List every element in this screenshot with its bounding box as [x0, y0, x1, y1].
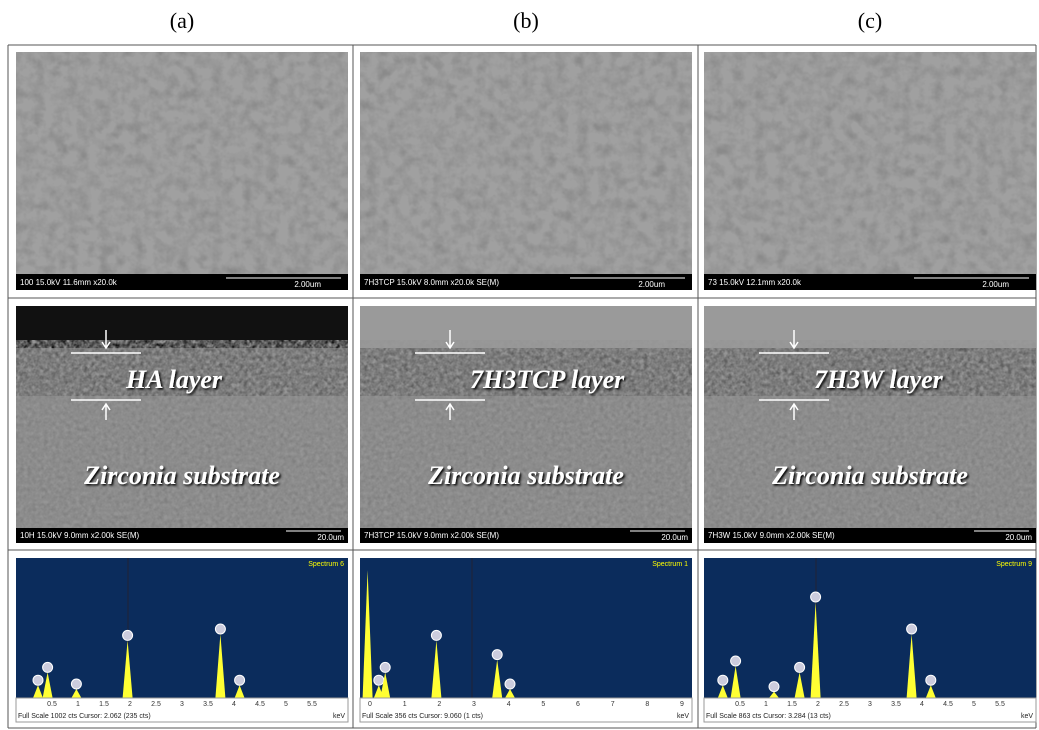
x-tick-label: 0	[368, 701, 372, 708]
spectrum-title: Spectrum 6	[308, 561, 344, 568]
x-tick-label: 2	[128, 701, 132, 708]
layer-label: HA layer	[125, 365, 223, 394]
scale-text: 2.00um	[638, 280, 665, 289]
x-tick-label: 4	[920, 701, 924, 708]
x-tick-label: 5	[541, 701, 545, 708]
peak-marker	[71, 679, 81, 689]
info-text: 73 15.0kV 12.1mm x20.0k	[708, 278, 802, 287]
x-tick-label: 2	[816, 701, 820, 708]
x-tick-label: 4	[507, 701, 511, 708]
x-tick-label: 9	[680, 701, 684, 708]
x-tick-label: 1	[403, 701, 407, 708]
x-tick-label: 1.5	[99, 701, 109, 708]
scale-text: 2.00um	[982, 280, 1009, 289]
scale-text: 2.00um	[294, 280, 321, 289]
peak-marker	[926, 675, 936, 685]
layer-label: 7H3W layer	[814, 365, 944, 394]
x-tick-label: 1	[76, 701, 80, 708]
spectrum-footer: Full Scale 1002 cts Cursor: 2.062 (235 c…	[18, 713, 151, 720]
x-tick-label: 7	[611, 701, 615, 708]
spectrum-bg	[360, 558, 692, 698]
peak-marker	[492, 650, 502, 660]
x-tick-label: 8	[645, 701, 649, 708]
x-tick-label: 4	[232, 701, 236, 708]
peak-marker	[769, 682, 779, 692]
spectrum-title: Spectrum 9	[996, 561, 1032, 568]
x-tick-label: 3.5	[891, 701, 901, 708]
scale-text: 20.0um	[1005, 533, 1032, 542]
peak-marker	[431, 630, 441, 640]
x-tick-label: 0.5	[47, 701, 57, 708]
x-tick-label: 3.5	[203, 701, 213, 708]
spectrum-footer: Full Scale 863 cts Cursor: 3.284 (13 cts…	[706, 713, 831, 720]
spectrum-title: Spectrum 1	[652, 561, 688, 568]
scale-text: 20.0um	[317, 533, 344, 542]
x-tick-label: 5	[284, 701, 288, 708]
x-tick-label: 5	[972, 701, 976, 708]
peak-marker	[380, 662, 390, 672]
peak-marker	[374, 675, 384, 685]
panel-label: (a)	[170, 8, 194, 33]
x-tick-label: 1.5	[787, 701, 797, 708]
info-text: 10H 15.0kV 9.0mm x2.00k SE(M)	[20, 531, 139, 540]
peak-marker	[215, 624, 225, 634]
substrate-label: Zirconia substrate	[83, 461, 280, 490]
peak-marker	[505, 679, 515, 689]
x-unit: keV	[677, 713, 689, 720]
scale-text: 20.0um	[661, 533, 688, 542]
spectrum-bg	[704, 558, 1036, 698]
peak-marker	[907, 624, 917, 634]
figure: (a) 100 15.0kV 11.6mm x20.0k 2.00um 10H 15.…	[0, 0, 1039, 730]
x-tick-label: 2	[437, 701, 441, 708]
peak-marker	[123, 630, 133, 640]
spectrum-footer: Full Scale 356 cts Cursor: 9.060 (1 cts)	[362, 713, 483, 720]
peak-marker	[718, 675, 728, 685]
peak-marker	[731, 656, 741, 666]
panel-label: (c)	[858, 8, 882, 33]
x-tick-label: 0.5	[735, 701, 745, 708]
peak-marker	[43, 662, 53, 672]
x-tick-label: 2.5	[839, 701, 849, 708]
substrate-label: Zirconia substrate	[427, 461, 624, 490]
x-tick-label: 5.5	[995, 701, 1005, 708]
info-text: 100 15.0kV 11.6mm x20.0k	[20, 278, 118, 287]
x-tick-label: 2.5	[151, 701, 161, 708]
x-tick-label: 3	[472, 701, 476, 708]
panel-label: (b)	[513, 8, 539, 33]
sem-texture	[16, 52, 348, 274]
substrate-label: Zirconia substrate	[771, 461, 968, 490]
x-tick-label: 6	[576, 701, 580, 708]
x-tick-label: 3	[180, 701, 184, 708]
x-unit: keV	[1021, 713, 1033, 720]
peak-marker	[811, 592, 821, 602]
sem-texture	[704, 52, 1036, 274]
x-tick-label: 1	[764, 701, 768, 708]
peak-marker	[795, 662, 805, 672]
x-tick-label: 4.5	[943, 701, 953, 708]
info-text: 7H3TCP 15.0kV 9.0mm x2.00k SE(M)	[364, 531, 499, 540]
info-text: 7H3W 15.0kV 9.0mm x2.00k SE(M)	[708, 531, 835, 540]
spectrum-bg	[16, 558, 348, 698]
sem-texture	[360, 52, 692, 274]
peak-marker	[235, 675, 245, 685]
x-tick-label: 3	[868, 701, 872, 708]
layer-label: 7H3TCP layer	[470, 365, 625, 394]
peak-marker	[33, 675, 43, 685]
x-tick-label: 4.5	[255, 701, 265, 708]
x-tick-label: 5.5	[307, 701, 317, 708]
x-unit: keV	[333, 713, 345, 720]
info-text: 7H3TCP 15.0kV 8.0mm x20.0k SE(M)	[364, 278, 499, 287]
